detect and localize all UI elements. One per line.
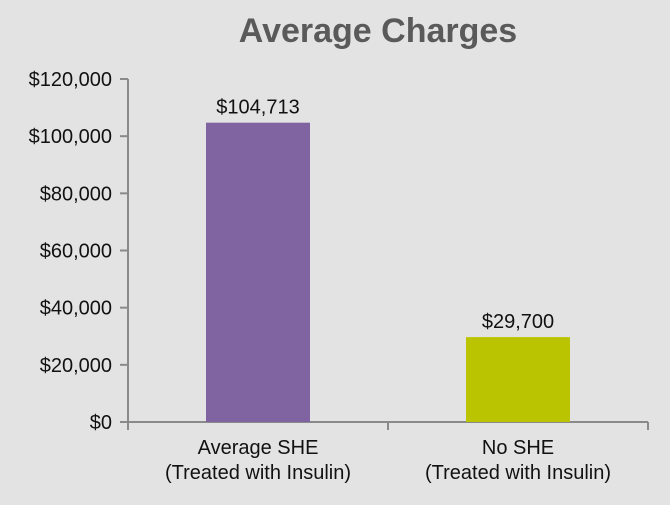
y-axis: $0 $20,000 $40,000 $60,000 $80,000 $100,000 $1… — [29, 69, 129, 434]
x-category-label: (Treated with Insulin) — [425, 462, 611, 484]
y-tick-label: $120,000 — [29, 69, 112, 91]
bars — [206, 122, 570, 422]
data-label: $29,700 — [482, 311, 554, 333]
data-labels: $104,713 $29,700 — [216, 97, 554, 333]
x-category-label: (Treated with Insulin) — [165, 462, 351, 484]
x-axis — [127, 421, 649, 430]
category-labels: Average SHE (Treated with Insulin) No SHE (… — [165, 437, 611, 484]
x-category-label: No SHE — [482, 437, 554, 459]
data-label: $104,713 — [216, 97, 299, 119]
y-tick-label: $100,000 — [29, 126, 112, 148]
y-tick-label: $20,000 — [40, 355, 112, 377]
y-tick-label: $0 — [90, 412, 112, 434]
y-tick-label: $80,000 — [40, 183, 112, 205]
y-tick-label: $40,000 — [40, 298, 112, 320]
bar — [466, 337, 570, 422]
y-tick-label: $60,000 — [40, 241, 112, 263]
bar — [206, 122, 310, 422]
chart-title: Average Charges — [239, 12, 517, 50]
x-category-label: Average SHE — [198, 437, 319, 459]
